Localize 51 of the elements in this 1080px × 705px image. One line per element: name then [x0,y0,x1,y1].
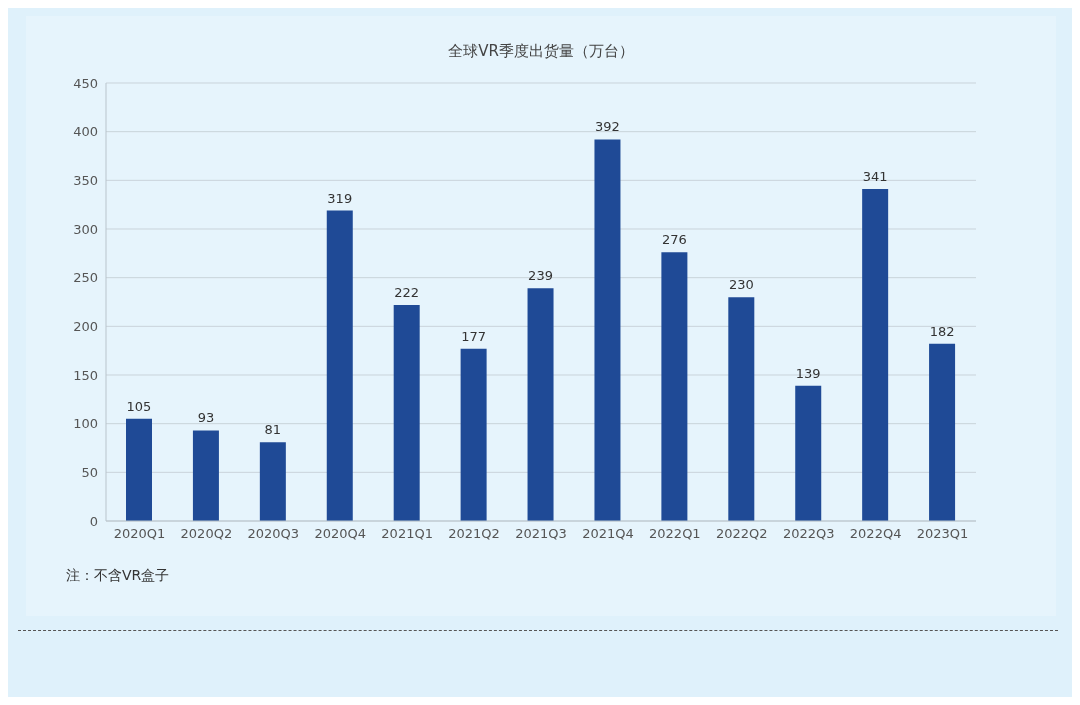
y-tick-label: 250 [73,270,98,286]
data-label: 230 [728,277,754,293]
y-tick-label: 200 [73,318,98,334]
data-label: 139 [795,365,821,381]
x-tick-label: 2021Q4 [582,526,634,542]
y-tick-label: 300 [73,221,98,237]
bar [862,189,889,521]
data-label: 93 [197,410,215,426]
bar [594,139,621,521]
x-tick-label: 2020Q1 [113,526,166,542]
x-tick-label: 2022Q4 [849,526,902,542]
bar [460,348,487,521]
data-label: 341 [862,169,888,185]
y-tick-label: 400 [73,124,98,140]
bar [259,442,286,521]
data-label: 222 [394,284,420,300]
x-tick-label: 2023Q1 [916,526,969,542]
data-label: 276 [661,232,687,248]
y-tick-label: 100 [73,416,98,432]
bar [929,343,956,521]
x-tick-label: 2020Q3 [247,526,300,542]
text: 注：不含VR盒子 [66,567,171,585]
bar [527,288,554,521]
x-tick-label: 2021Q2 [448,526,500,542]
x-tick-label: 2022Q2 [715,526,768,542]
y-tick-label: 50 [81,464,98,480]
y-tick-label: 350 [73,172,98,188]
data-label: 81 [264,422,282,438]
x-tick-label: 2021Q3 [515,526,567,542]
data-label: 239 [528,268,553,284]
y-tick-label: 150 [73,367,98,383]
x-tick-label: 2022Q3 [782,526,835,542]
bar [728,297,755,521]
bar [393,304,420,521]
data-label: 319 [327,190,353,206]
x-tick-label: 2022Q1 [649,526,701,542]
x-tick-label: 2020Q2 [180,526,233,542]
x-tick-label: 2021Q1 [381,526,433,542]
bar [192,430,219,521]
data-label: 392 [595,119,620,135]
y-tick-label: 450 [73,75,98,91]
data-label: 177 [461,328,487,344]
y-tick-label: 0 [89,513,98,529]
bar [661,252,688,521]
bar [795,385,822,521]
x-tick-label: 2020Q4 [314,526,367,542]
bar [126,418,152,521]
chart-title: 全球VR季度出货量（万台） [447,41,635,61]
bar [326,210,353,521]
data-label: 182 [929,323,955,339]
data-label: 105 [126,398,152,414]
